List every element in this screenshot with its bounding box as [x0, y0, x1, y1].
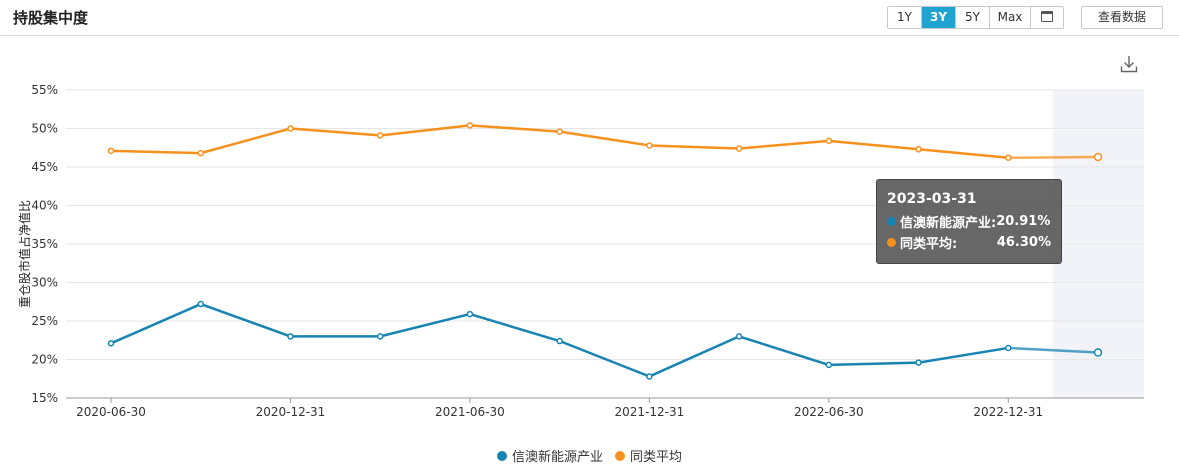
- range-max-button[interactable]: Max: [990, 7, 1031, 28]
- fund-data-point[interactable]: [556, 337, 563, 345]
- fund-data-point[interactable]: [915, 359, 922, 366]
- fund-data-point[interactable]: [1005, 344, 1012, 352]
- x-tick-label: 2021-12-31: [614, 405, 684, 419]
- fund-data-point[interactable]: [107, 340, 115, 347]
- fund-data-point[interactable]: [197, 300, 204, 308]
- peer-data-point[interactable]: [556, 128, 563, 135]
- peer-data-point[interactable]: [646, 142, 653, 149]
- y-axis-title: 重仓股市值占净值比: [17, 200, 32, 308]
- tooltip-peer-label: 同类平均:: [900, 237, 958, 252]
- peer-data-point[interactable]: [376, 132, 384, 139]
- data-tooltip: 2023-03-31 信澳新能源产业: 20.91% 同类平均: 46.30%: [876, 179, 1062, 264]
- fund-data-point[interactable]: [735, 333, 743, 340]
- y-tick-label: 35%: [31, 237, 58, 251]
- fund-data-point[interactable]: [466, 310, 474, 318]
- download-icon[interactable]: [1119, 54, 1139, 74]
- y-tick-label: 15%: [31, 391, 58, 405]
- range-1y-button[interactable]: 1Y: [888, 7, 922, 28]
- tooltip-row-peer: 同类平均: 46.30%: [887, 232, 1051, 253]
- peer-data-point[interactable]: [825, 137, 833, 145]
- y-tick-label: 45%: [31, 160, 58, 174]
- chart-legend: 信澳新能源产业 同类平均: [0, 446, 1179, 465]
- fund-series-segment: [1008, 346, 1099, 354]
- tooltip-peer-value: 46.30%: [996, 235, 1051, 250]
- tooltip-row-fund: 信澳新能源产业: 20.91%: [887, 211, 1051, 232]
- tooltip-fund-value: 20.91%: [996, 214, 1051, 229]
- y-tick-label: 55%: [31, 83, 58, 97]
- fund-data-point[interactable]: [1093, 348, 1103, 357]
- view-data-button[interactable]: 查看数据: [1081, 6, 1163, 29]
- x-tick-label: 2020-06-30: [76, 405, 146, 419]
- tooltip-fund-label: 信澳新能源产业:: [900, 216, 997, 231]
- y-tick-label: 30%: [31, 276, 58, 290]
- peer-data-point[interactable]: [466, 122, 474, 129]
- calendar-icon: [1041, 11, 1053, 22]
- peer-data-point[interactable]: [107, 147, 115, 155]
- panel-title: 持股集中度: [13, 9, 89, 27]
- legend-label-peer: 同类平均: [630, 450, 683, 465]
- peer-data-point[interactable]: [197, 149, 204, 157]
- panel-header: 持股集中度 1Y 3Y 5Y Max 查看数据: [0, 0, 1179, 36]
- y-tick-label: 25%: [31, 314, 58, 328]
- fund-marker-icon: [887, 217, 896, 226]
- legend-label-fund: 信澳新能源产业: [511, 450, 603, 465]
- peer-series-segment: [1008, 155, 1099, 160]
- peer-data-point[interactable]: [1005, 154, 1012, 162]
- x-tick-label: 2022-12-31: [973, 405, 1043, 419]
- calendar-button[interactable]: [1031, 7, 1063, 28]
- y-tick-label: 20%: [31, 353, 58, 367]
- time-range-selector: 1Y 3Y 5Y Max: [887, 6, 1064, 29]
- peer-data-point[interactable]: [287, 125, 294, 132]
- range-3y-button[interactable]: 3Y: [922, 7, 956, 28]
- x-tick-label: 2022-06-30: [794, 405, 864, 419]
- fund-data-point[interactable]: [376, 333, 384, 340]
- fund-legend-dot-icon: [496, 450, 507, 461]
- y-tick-label: 50%: [31, 122, 58, 136]
- fund-data-point[interactable]: [287, 333, 294, 340]
- fund-data-point[interactable]: [646, 373, 653, 380]
- legend-item-peer[interactable]: 同类平均: [615, 446, 682, 465]
- range-5y-button[interactable]: 5Y: [956, 7, 990, 28]
- legend-item-fund[interactable]: 信澳新能源产业: [496, 446, 603, 465]
- peer-marker-icon: [887, 238, 896, 247]
- x-tick-label: 2021-06-30: [435, 405, 505, 419]
- tooltip-date: 2023-03-31: [887, 191, 977, 207]
- peer-data-point[interactable]: [735, 145, 743, 152]
- peer-data-point[interactable]: [1093, 152, 1103, 162]
- peer-legend-dot-icon: [615, 450, 625, 461]
- x-tick-label: 2020-12-31: [256, 405, 326, 419]
- y-tick-label: 40%: [31, 199, 58, 213]
- fund-data-point[interactable]: [825, 361, 833, 369]
- peer-data-point[interactable]: [915, 146, 922, 153]
